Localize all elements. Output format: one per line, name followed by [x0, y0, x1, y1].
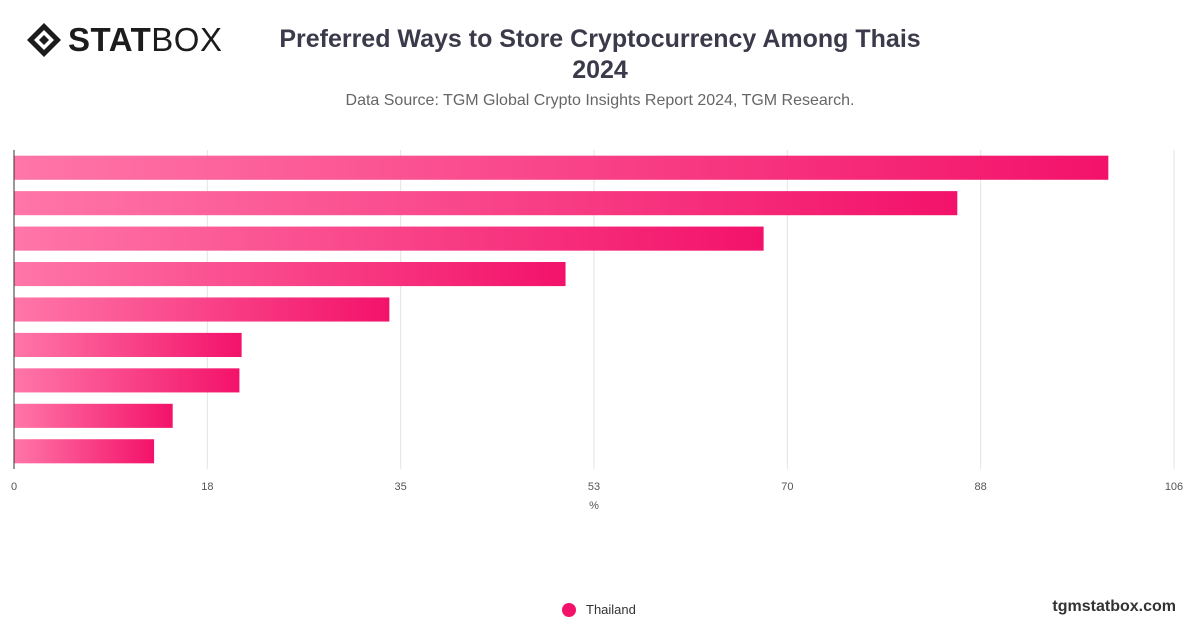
legend[interactable]: Thailand	[562, 602, 636, 617]
chart-title-year: 2024	[572, 56, 628, 84]
x-axis-ticks: 0 18 35 53 70 88 106	[11, 481, 1183, 493]
bars	[14, 155, 1109, 464]
x-tick-label: 106	[1165, 481, 1183, 493]
chart-subtitle: Data Source: TGM Global Crypto Insights …	[345, 92, 855, 109]
legend-label-thailand: Thailand	[586, 602, 636, 617]
x-tick-label: 0	[11, 481, 17, 493]
bar-7[interactable]	[14, 368, 240, 393]
bar-1[interactable]	[14, 155, 1109, 180]
x-tick-label: 18	[201, 481, 213, 493]
statbox-diamond-icon	[27, 23, 61, 57]
bar-5[interactable]	[14, 297, 390, 322]
site-url: tgmstatbox.com	[1052, 598, 1176, 615]
logo-light-text: BOX	[151, 21, 223, 58]
x-tick-label: 53	[588, 481, 600, 493]
logo-wordmark: STATBOX	[68, 22, 222, 58]
bar-9[interactable]	[14, 439, 155, 464]
x-tick-label: 70	[781, 481, 793, 493]
legend-marker-icon	[562, 602, 576, 617]
bar-8[interactable]	[14, 403, 173, 428]
x-tick-label: 88	[975, 481, 987, 493]
x-axis-label: %	[589, 500, 599, 512]
bar-2[interactable]	[14, 191, 958, 216]
bar-3[interactable]	[14, 226, 764, 251]
x-tick-label: 35	[395, 481, 407, 493]
logo-bold-text: STAT	[68, 21, 152, 58]
statbox-logo: STATBOX	[26, 22, 222, 58]
chart-title-main: Preferred Ways to Store Cryptocurrency A…	[279, 25, 921, 53]
chart-title: Preferred Ways to Store Cryptocurrency A…	[240, 24, 960, 86]
bar-4[interactable]	[14, 262, 566, 287]
bar-6[interactable]	[14, 332, 242, 357]
